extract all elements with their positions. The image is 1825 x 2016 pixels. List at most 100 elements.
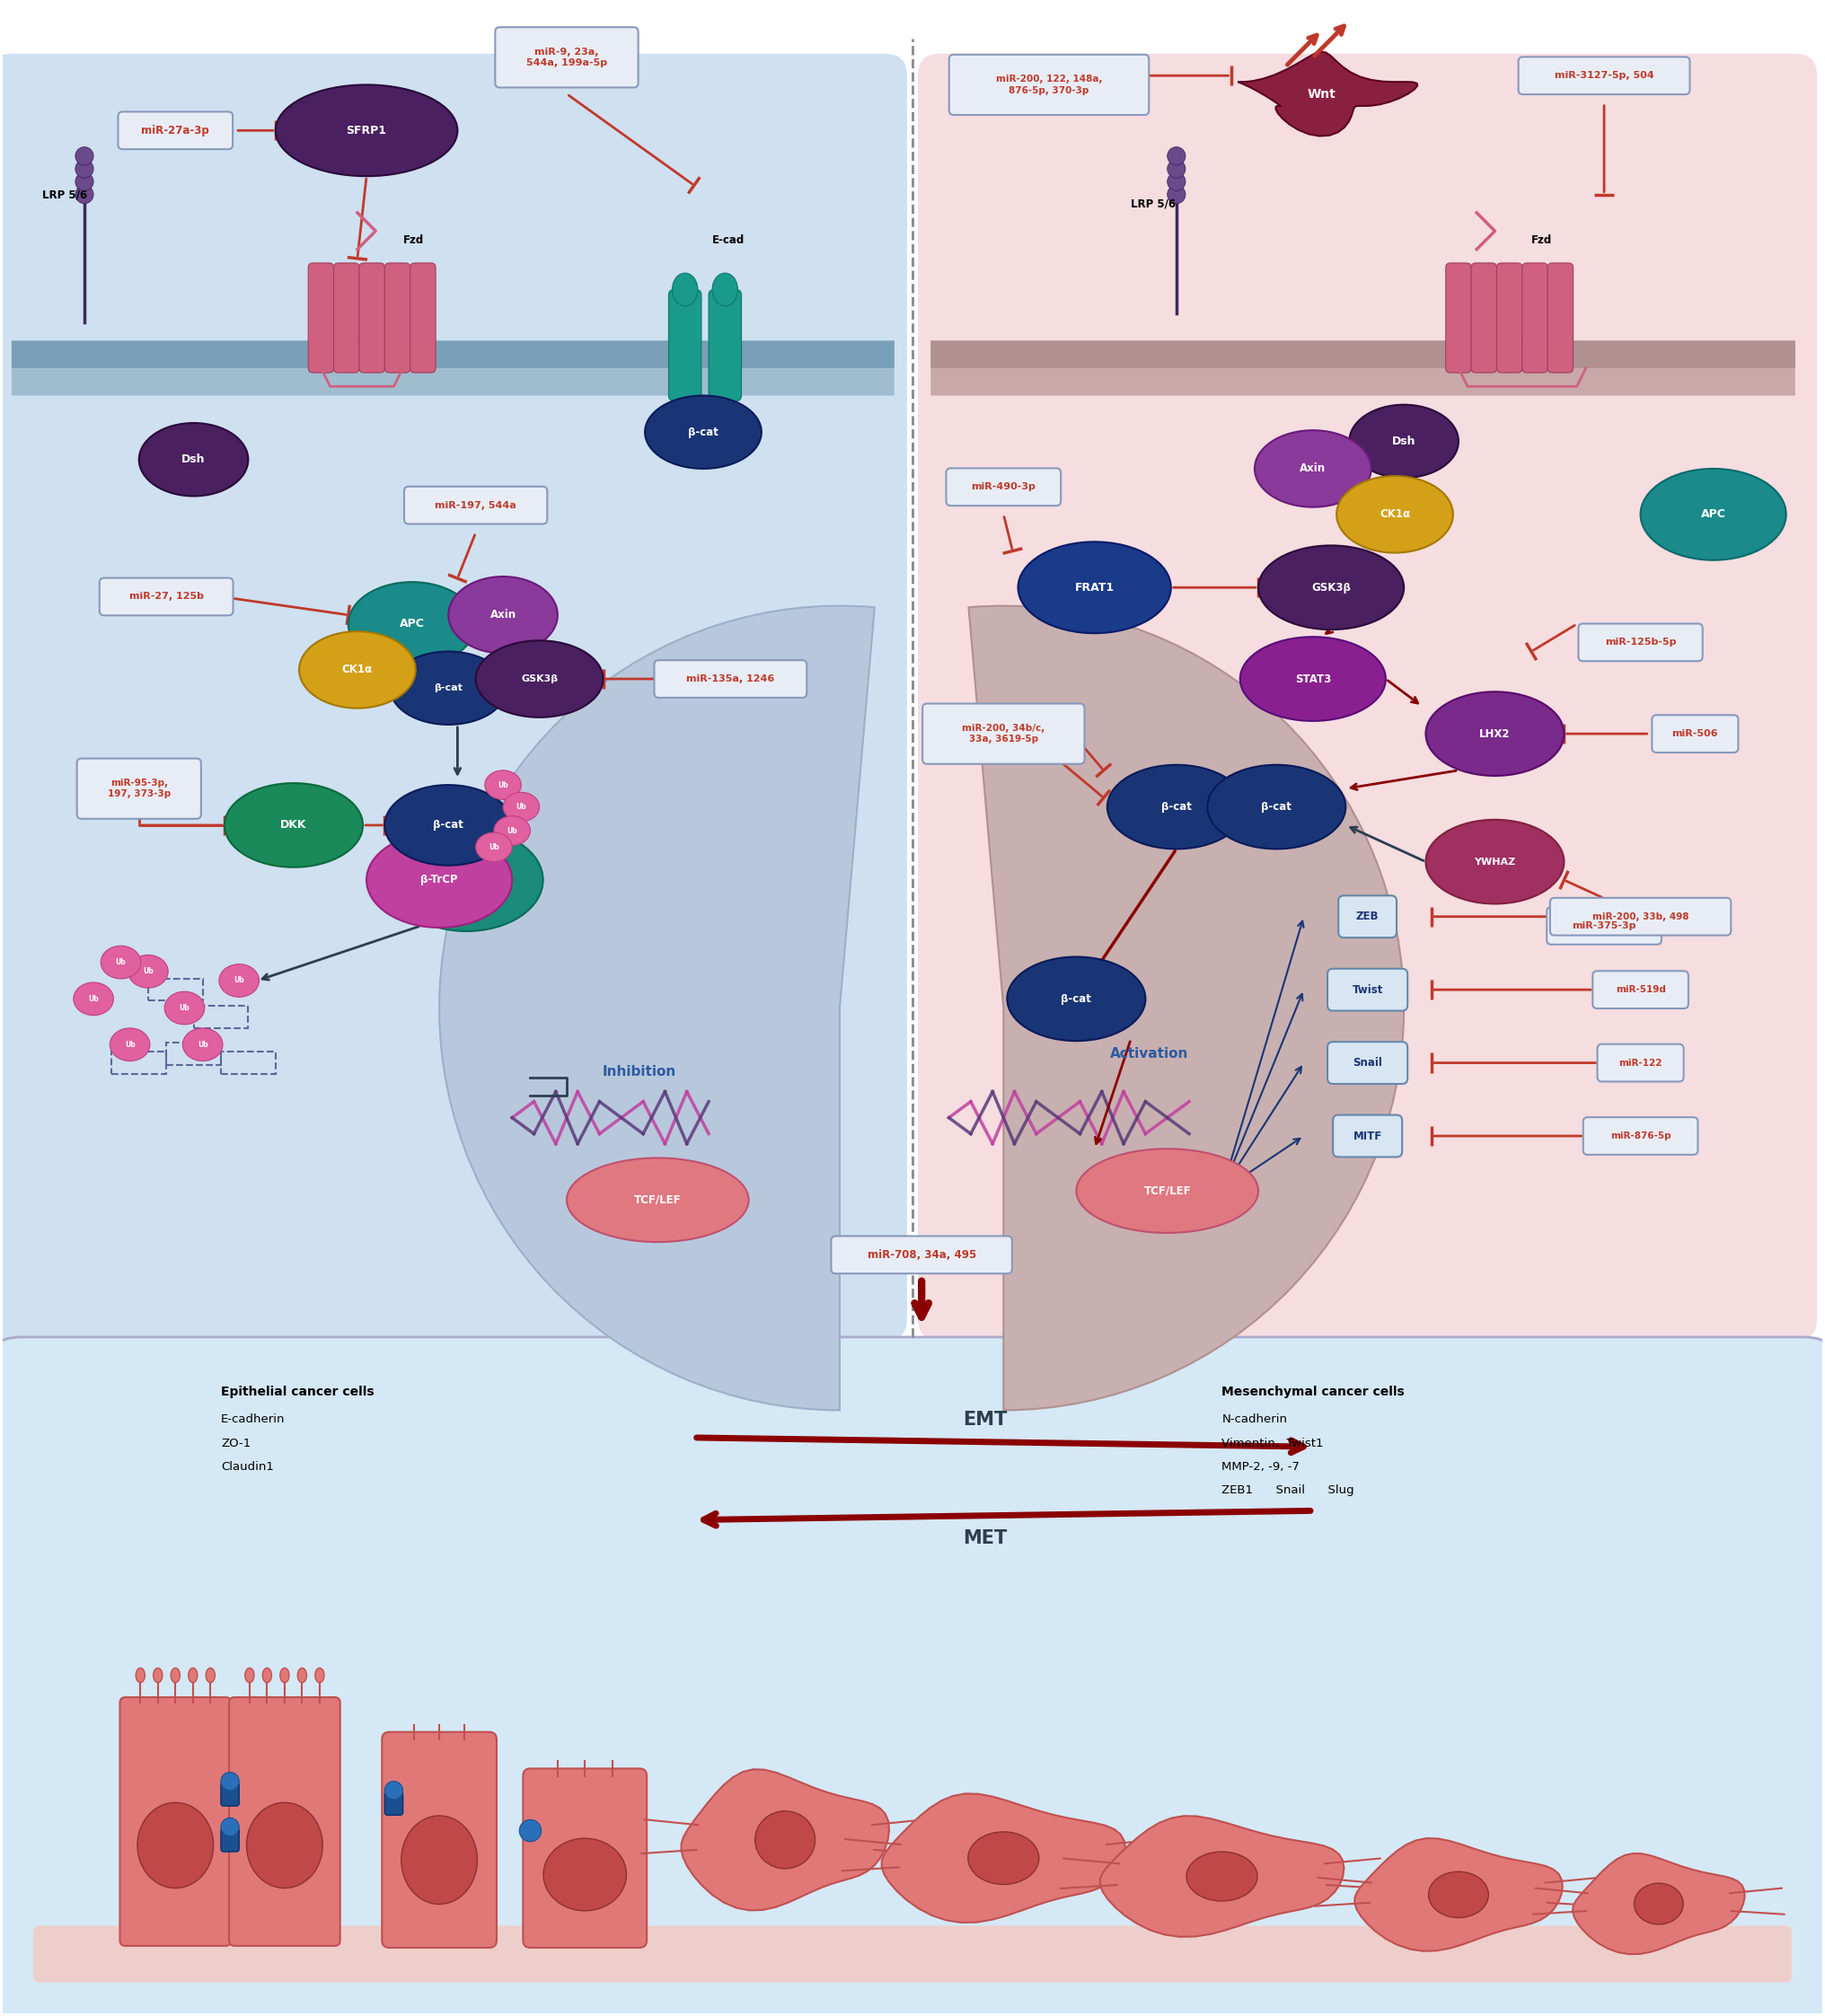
Text: SFRP1: SFRP1 [347,125,387,137]
FancyBboxPatch shape [1327,1042,1407,1085]
Text: Wnt: Wnt [1309,87,1336,101]
Ellipse shape [756,1810,816,1869]
FancyBboxPatch shape [1338,895,1396,937]
Text: DKK: DKK [281,818,307,831]
Text: Dsh: Dsh [182,454,206,466]
FancyBboxPatch shape [1471,262,1496,373]
FancyBboxPatch shape [668,290,701,401]
FancyBboxPatch shape [100,579,234,615]
Text: E-cad: E-cad [712,234,745,246]
Polygon shape [1237,52,1418,135]
Text: Ub: Ub [516,802,526,810]
Ellipse shape [276,85,458,175]
FancyBboxPatch shape [120,1697,232,1945]
Text: β-cat: β-cat [688,425,719,437]
FancyBboxPatch shape [385,262,411,373]
Ellipse shape [1018,542,1172,633]
Text: Ub: Ub [234,976,245,984]
Ellipse shape [263,1667,272,1683]
Text: Activation: Activation [1110,1046,1188,1060]
Text: Ub: Ub [197,1040,208,1048]
Text: miR-27, 125b: miR-27, 125b [130,593,204,601]
Ellipse shape [75,185,93,204]
Text: N-cadherin: N-cadherin [1223,1413,1287,1425]
Text: Ub: Ub [179,1004,190,1012]
Text: APC: APC [400,619,425,629]
FancyBboxPatch shape [11,341,894,395]
Text: miR-375-3p: miR-375-3p [1571,921,1637,929]
Ellipse shape [299,631,416,708]
Text: Snail: Snail [1352,1056,1382,1068]
FancyBboxPatch shape [1548,262,1573,373]
Text: Ub: Ub [115,958,126,966]
FancyBboxPatch shape [1549,897,1730,935]
Polygon shape [681,1770,889,1911]
Text: ZEB: ZEB [1356,911,1380,923]
FancyBboxPatch shape [931,341,1796,369]
Text: miR-200, 122, 148a,
876-5p, 370-3p: miR-200, 122, 148a, 876-5p, 370-3p [996,75,1102,95]
Ellipse shape [1633,1883,1683,1925]
Text: Claudin1: Claudin1 [221,1462,274,1474]
Ellipse shape [1168,159,1186,177]
Text: FRAT1: FRAT1 [1075,583,1115,593]
Text: Ub: Ub [124,1040,135,1048]
Ellipse shape [1007,958,1146,1040]
FancyBboxPatch shape [945,468,1060,506]
FancyBboxPatch shape [385,1792,403,1814]
Ellipse shape [221,1818,239,1837]
Ellipse shape [349,583,476,665]
Text: miR-490-3p: miR-490-3p [971,482,1037,492]
Ellipse shape [1336,476,1453,552]
Ellipse shape [520,1820,542,1843]
Text: Axin: Axin [489,609,516,621]
Text: Ub: Ub [498,780,509,788]
Text: GSK3β: GSK3β [1312,583,1350,593]
Text: miR-200, 34b/c,
33a, 3619-5p: miR-200, 34b/c, 33a, 3619-5p [962,724,1046,744]
Text: Ub: Ub [88,994,99,1002]
Ellipse shape [153,1667,162,1683]
Ellipse shape [1168,185,1186,204]
Text: β-cat: β-cat [433,818,464,831]
FancyBboxPatch shape [931,341,1796,395]
Ellipse shape [75,147,93,165]
Ellipse shape [1425,821,1564,903]
Text: miR-506: miR-506 [1672,730,1717,738]
Ellipse shape [1168,147,1186,165]
Text: miR-135a, 1246: miR-135a, 1246 [686,675,774,683]
Ellipse shape [385,784,513,865]
Text: YWHAZ: YWHAZ [1475,857,1517,867]
Polygon shape [881,1794,1126,1923]
Ellipse shape [1208,764,1345,849]
Ellipse shape [391,829,544,931]
Text: Mesenchymal cancer cells: Mesenchymal cancer cells [1223,1385,1405,1399]
Ellipse shape [1241,637,1385,722]
FancyBboxPatch shape [411,262,436,373]
Ellipse shape [504,792,540,823]
FancyBboxPatch shape [922,704,1084,764]
Ellipse shape [391,651,507,724]
Ellipse shape [495,816,531,845]
Text: miR-708, 34a, 495: miR-708, 34a, 495 [867,1250,976,1260]
Text: Vimentin,  Twist1: Vimentin, Twist1 [1223,1437,1323,1450]
Text: miR-27a-3p: miR-27a-3p [141,125,210,137]
Text: ZEB1      Snail      Slug: ZEB1 Snail Slug [1223,1486,1354,1496]
Text: MITF: MITF [1352,1131,1382,1141]
Ellipse shape [367,833,513,927]
FancyBboxPatch shape [1518,56,1690,95]
Text: STAT3: STAT3 [1294,673,1330,685]
Text: β-cat: β-cat [1060,994,1091,1004]
Wedge shape [969,605,1403,1411]
FancyBboxPatch shape [360,262,385,373]
Text: Fzd: Fzd [403,234,423,246]
Text: MMP-2, -9, -7: MMP-2, -9, -7 [1223,1462,1299,1474]
Text: MET: MET [964,1530,1007,1546]
Ellipse shape [1254,429,1371,508]
Ellipse shape [1077,1149,1257,1234]
FancyBboxPatch shape [230,1697,339,1945]
FancyBboxPatch shape [653,659,807,698]
Text: CK1α: CK1α [341,663,372,675]
Ellipse shape [1641,468,1787,560]
FancyBboxPatch shape [77,758,201,818]
Ellipse shape [1429,1871,1489,1917]
FancyBboxPatch shape [1548,907,1661,943]
